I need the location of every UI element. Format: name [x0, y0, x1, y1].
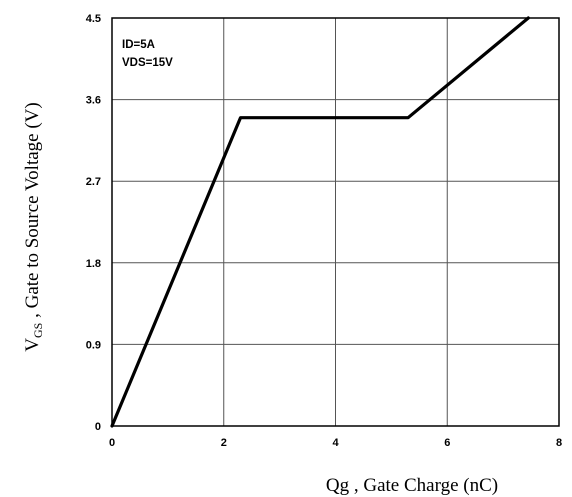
x-axis-title: Qg , Gate Charge (nC)	[326, 475, 498, 496]
x-tick-label: 2	[221, 437, 227, 449]
y-tick-label: 2.7	[86, 176, 101, 188]
axis-ticks: 0 2 4 6 8 0 0.9 1.8 2.7 3.6 4.5	[86, 13, 562, 449]
annotation-id: ID=5A	[122, 39, 155, 51]
x-tick-label: 6	[444, 437, 450, 449]
y-axis-title-rest: , Gate to Source Voltage (V)	[22, 102, 43, 322]
chart-grid	[111, 17, 560, 427]
y-tick-label: 1.8	[86, 258, 101, 270]
series-line	[110, 16, 530, 428]
y-axis-title-main: V	[22, 338, 43, 352]
y-tick-label: 0.9	[86, 339, 101, 351]
y-tick-label: 4.5	[86, 13, 101, 25]
annotation-vds: VDS=15V	[122, 57, 173, 69]
y-tick-label: 0	[95, 421, 101, 433]
y-axis-title-sub: GS	[31, 323, 45, 338]
y-tick-label: 3.6	[86, 95, 101, 107]
x-tick-label: 4	[332, 437, 339, 449]
x-tick-label: 8	[556, 437, 562, 449]
y-axis-title: VGS , Gate to Source Voltage (V)	[22, 102, 45, 351]
x-tick-label: 0	[109, 437, 115, 449]
plot-frame	[111, 17, 560, 427]
chart-series	[110, 16, 530, 428]
